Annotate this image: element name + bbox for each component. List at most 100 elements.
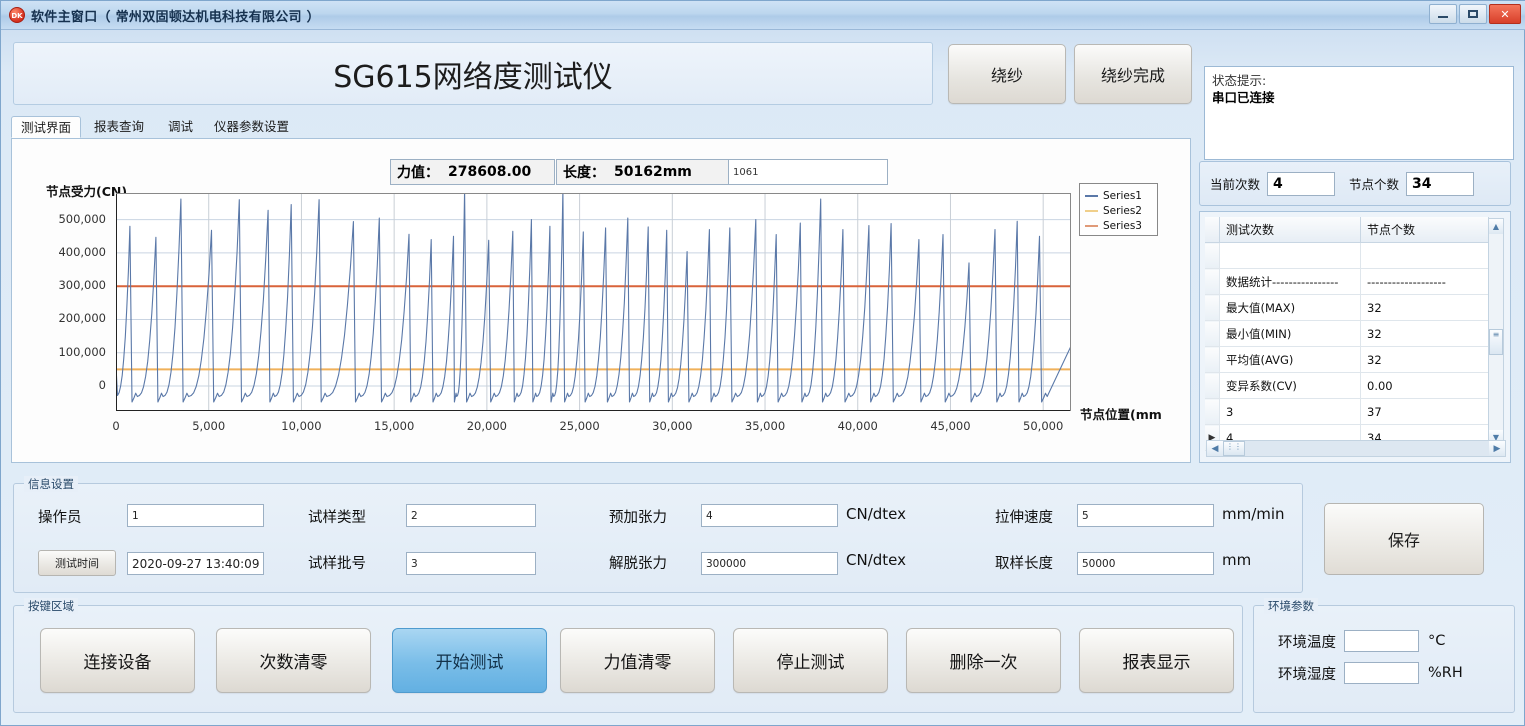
legend-swatch-series3 bbox=[1085, 224, 1098, 227]
speed-label: 拉伸速度 bbox=[995, 510, 1053, 526]
horizontal-scroll-thumb[interactable]: ⋮⋮ bbox=[1223, 441, 1245, 456]
cell-node-count[interactable]: ------------------- bbox=[1360, 268, 1489, 295]
scroll-right-icon[interactable]: ▶ bbox=[1489, 441, 1505, 456]
results-grid-panel: 测试次数 节点个数 数据统计---------------- ----------… bbox=[1199, 211, 1511, 463]
cell-test-count[interactable]: 数据统计---------------- bbox=[1219, 268, 1361, 295]
vertical-scroll-thumb[interactable]: ≡ bbox=[1489, 329, 1503, 355]
table-row[interactable]: 变异系数(CV) 0.00 bbox=[1205, 372, 1489, 399]
env-temperature-label: 环境温度 bbox=[1278, 634, 1336, 651]
y-tick-label: 0 bbox=[98, 378, 106, 393]
operator-input[interactable] bbox=[127, 504, 264, 527]
pretension-input[interactable] bbox=[701, 504, 838, 527]
tab-report-query[interactable]: 报表查询 bbox=[94, 119, 145, 134]
env-humidity-input[interactable] bbox=[1344, 662, 1419, 684]
cell-node-count[interactable] bbox=[1360, 242, 1489, 269]
current-count-input[interactable] bbox=[1267, 171, 1336, 196]
legend-item-series2: Series2 bbox=[1085, 203, 1152, 218]
row-marker-header bbox=[1205, 217, 1220, 243]
show-report-button[interactable]: 报表显示 bbox=[1079, 628, 1234, 693]
table-body: 数据统计---------------- ------------------- 最… bbox=[1205, 242, 1489, 451]
wind-yarn-done-button[interactable]: 绕纱完成 bbox=[1074, 44, 1192, 104]
grid-vertical-scrollbar[interactable]: ▲ ≡ ▼ bbox=[1488, 218, 1504, 446]
cell-test-count[interactable] bbox=[1219, 242, 1361, 269]
x-tick-label: 30,000 bbox=[652, 419, 693, 433]
table-row[interactable]: 最小值(MIN) 32 bbox=[1205, 320, 1489, 347]
sample-count-field[interactable]: 1061 bbox=[728, 159, 888, 185]
chart-legend: Series1 Series2 Series3 bbox=[1079, 183, 1158, 236]
env-group-title: 环境参数 bbox=[1264, 598, 1318, 614]
row-marker[interactable] bbox=[1205, 398, 1220, 425]
cell-test-count[interactable]: 最大值(MAX) bbox=[1219, 294, 1361, 321]
scroll-left-icon[interactable]: ◀ bbox=[1207, 441, 1223, 456]
env-humidity-label: 环境湿度 bbox=[1278, 666, 1336, 683]
results-table[interactable]: 测试次数 节点个数 数据统计---------------- ----------… bbox=[1205, 217, 1489, 451]
x-tick-label: 50,000 bbox=[1023, 419, 1064, 433]
reset-count-button[interactable]: 次数清零 bbox=[216, 628, 371, 693]
node-count-input[interactable] bbox=[1406, 171, 1475, 196]
row-marker[interactable] bbox=[1205, 242, 1220, 269]
legend-label-series2: Series2 bbox=[1103, 204, 1142, 217]
release-tension-input[interactable] bbox=[701, 552, 838, 575]
tab-instrument-settings[interactable]: 仪器参数设置 bbox=[214, 119, 290, 134]
pretension-label: 预加张力 bbox=[609, 510, 667, 526]
window-controls: ✕ bbox=[1429, 4, 1521, 24]
y-tick-label: 200,000 bbox=[58, 311, 106, 326]
cell-test-count[interactable]: 最小值(MIN) bbox=[1219, 320, 1361, 347]
wind-yarn-button[interactable]: 绕纱 bbox=[948, 44, 1066, 104]
current-count-label: 当前次数 bbox=[1210, 177, 1261, 192]
batch-input[interactable] bbox=[406, 552, 536, 575]
cell-node-count[interactable]: 32 bbox=[1360, 294, 1489, 321]
minimize-icon bbox=[1438, 16, 1448, 18]
y-tick-label: 300,000 bbox=[58, 278, 106, 293]
cell-test-count[interactable]: 3 bbox=[1219, 398, 1361, 425]
page-title: SG615网络度测试仪 bbox=[13, 42, 933, 105]
x-tick-label: 15,000 bbox=[374, 419, 415, 433]
delete-one-button[interactable]: 删除一次 bbox=[906, 628, 1061, 693]
zero-force-button[interactable]: 力值清零 bbox=[560, 628, 715, 693]
row-marker[interactable] bbox=[1205, 320, 1220, 347]
env-temperature-row: 环境温度 °C bbox=[1278, 630, 1445, 652]
chart-panel: 力值： 278608.00 长度： 50162mm 1061 节点受力(CN) … bbox=[11, 138, 1191, 463]
close-button[interactable]: ✕ bbox=[1489, 4, 1521, 24]
speed-input[interactable] bbox=[1077, 504, 1214, 527]
minimize-button[interactable] bbox=[1429, 4, 1457, 24]
info-group-title: 信息设置 bbox=[24, 476, 78, 492]
cell-node-count[interactable]: 0.00 bbox=[1360, 372, 1489, 399]
connect-device-button[interactable]: 连接设备 bbox=[40, 628, 195, 693]
horizontal-scroll-track[interactable] bbox=[1245, 441, 1489, 456]
cell-test-count[interactable]: 变异系数(CV) bbox=[1219, 372, 1361, 399]
speed-unit: mm/min bbox=[1222, 505, 1285, 523]
sample-type-input[interactable] bbox=[406, 504, 536, 527]
test-time-input[interactable] bbox=[127, 552, 264, 575]
scroll-up-icon[interactable]: ▲ bbox=[1489, 219, 1503, 234]
table-row[interactable]: 平均值(AVG) 32 bbox=[1205, 346, 1489, 373]
grid-horizontal-scrollbar[interactable]: ◀ ⋮⋮ ▶ bbox=[1206, 440, 1506, 457]
table-row[interactable]: 数据统计---------------- ------------------- bbox=[1205, 268, 1489, 295]
maximize-button[interactable] bbox=[1459, 4, 1487, 24]
legend-label-series1: Series1 bbox=[1103, 189, 1142, 202]
cell-node-count[interactable]: 32 bbox=[1360, 320, 1489, 347]
cell-test-count[interactable]: 平均值(AVG) bbox=[1219, 346, 1361, 373]
maximize-icon bbox=[1468, 10, 1478, 18]
chart-svg bbox=[115, 189, 1072, 412]
tab-debug[interactable]: 调试 bbox=[168, 119, 194, 134]
save-button[interactable]: 保存 bbox=[1324, 503, 1484, 575]
test-time-button[interactable]: 测试时间 bbox=[38, 550, 116, 576]
cell-node-count[interactable]: 37 bbox=[1360, 398, 1489, 425]
stop-test-button[interactable]: 停止测试 bbox=[733, 628, 888, 693]
tab-test-interface[interactable]: 测试界面 bbox=[11, 116, 82, 138]
row-marker[interactable] bbox=[1205, 372, 1220, 399]
row-marker[interactable] bbox=[1205, 268, 1220, 295]
sample-length-unit: mm bbox=[1222, 551, 1252, 569]
sample-length-input[interactable] bbox=[1077, 552, 1214, 575]
row-marker[interactable] bbox=[1205, 346, 1220, 373]
table-row[interactable] bbox=[1205, 242, 1489, 269]
col-header-node-count[interactable]: 节点个数 bbox=[1360, 217, 1489, 243]
table-row[interactable]: 最大值(MAX) 32 bbox=[1205, 294, 1489, 321]
env-temperature-input[interactable] bbox=[1344, 630, 1419, 652]
row-marker[interactable] bbox=[1205, 294, 1220, 321]
start-test-button[interactable]: 开始测试 bbox=[392, 628, 547, 693]
col-header-test-count[interactable]: 测试次数 bbox=[1219, 217, 1361, 243]
table-row[interactable]: 3 37 bbox=[1205, 398, 1489, 425]
cell-node-count[interactable]: 32 bbox=[1360, 346, 1489, 373]
